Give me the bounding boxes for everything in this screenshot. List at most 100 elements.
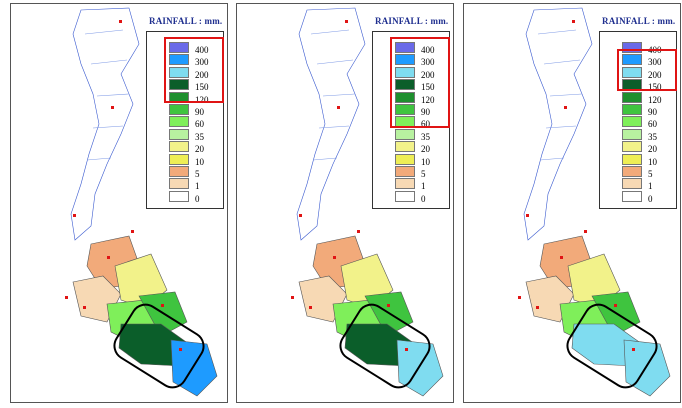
station-marker — [73, 214, 76, 217]
legend-swatch — [622, 42, 642, 53]
legend-row: 120 — [395, 91, 449, 104]
station-marker — [291, 296, 294, 299]
station-marker — [584, 230, 587, 233]
legend-label: 90 — [648, 107, 657, 117]
legend-swatch — [395, 190, 415, 202]
station-marker — [405, 348, 408, 351]
legend-row: 60 — [169, 116, 223, 130]
legend-label: 200 — [421, 69, 435, 80]
legend-swatch — [169, 141, 189, 153]
legend-swatch — [395, 79, 415, 91]
province-boundaries — [310, 29, 356, 161]
legend-row: 90 — [169, 104, 223, 117]
legend-swatch — [395, 66, 415, 78]
legend-swatch — [622, 178, 642, 190]
rainfall-legend: 400 300 200 150 120 90 60 35 20 10 5 1 0 — [599, 31, 677, 209]
legend-label: 200 — [195, 69, 209, 80]
legend-label: 300 — [195, 57, 209, 68]
legend-row: 0 — [622, 190, 676, 204]
station-marker — [107, 256, 110, 259]
legend-swatch — [622, 128, 642, 140]
legend-label: 150 — [195, 82, 209, 93]
legend-label: 200 — [648, 69, 662, 80]
legend-label: 60 — [195, 119, 204, 130]
legend-swatch — [395, 104, 415, 115]
legend-label: 300 — [421, 57, 435, 68]
legend-swatch — [169, 153, 189, 165]
map-drawing — [518, 7, 671, 397]
station-marker — [179, 348, 182, 351]
legend-swatch — [622, 54, 642, 66]
station-marker — [337, 106, 340, 109]
legend-label: 10 — [421, 156, 430, 167]
legend-row: 120 — [622, 91, 676, 104]
station-marker — [560, 256, 563, 259]
map-drawing — [291, 7, 444, 397]
station-marker — [387, 304, 390, 307]
legend-label: 90 — [421, 107, 430, 117]
legend-swatch — [169, 42, 189, 53]
legend-swatch — [395, 91, 415, 103]
station-marker — [526, 214, 529, 217]
legend-row: 400 — [169, 42, 223, 55]
legend-label: 20 — [421, 144, 430, 155]
legend-row: 0 — [169, 190, 223, 203]
station-marker — [83, 306, 86, 309]
legend-title: RAINFALL : mm. — [375, 16, 449, 26]
legend-label: 35 — [648, 131, 657, 142]
legend-label: 35 — [421, 131, 430, 142]
legend-row: 90 — [395, 104, 449, 117]
legend-swatch — [169, 128, 189, 140]
legend-label: 60 — [421, 119, 430, 130]
legend-row: 20 — [395, 141, 449, 155]
legend-label: 0 — [648, 193, 653, 204]
legend-swatch — [169, 79, 189, 91]
legend-row: 20 — [622, 141, 676, 154]
legend-row: 1 — [169, 178, 223, 191]
legend-swatch — [169, 178, 189, 190]
station-marker — [65, 296, 68, 299]
legend-title: RAINFALL : mm. — [602, 16, 676, 26]
legend-label: 400 — [421, 45, 435, 55]
rainfall-map-panel-3: RAINFALL : mm. 400 300 200 150 120 90 60 35 20 10 5… — [463, 3, 681, 403]
legend-row: 10 — [395, 153, 449, 167]
station-marker — [333, 256, 336, 259]
legend-highlight-box — [164, 37, 224, 103]
station-marker — [309, 306, 312, 309]
station-marker — [119, 20, 122, 23]
legend-swatch — [169, 66, 189, 78]
station-marker — [632, 348, 635, 351]
legend-swatch — [395, 178, 415, 190]
station-marker — [111, 106, 114, 109]
legend-label: 0 — [421, 193, 426, 204]
legend-row: 10 — [169, 153, 223, 166]
legend-row: 200 — [169, 66, 223, 80]
legend-row: 150 — [395, 79, 449, 92]
station-marker — [357, 230, 360, 233]
legend-row: 5 — [622, 166, 676, 179]
legend-highlight-box — [617, 49, 677, 91]
legend-swatch — [622, 104, 642, 115]
legend-swatch — [169, 116, 189, 128]
legend-row: 200 — [395, 66, 449, 80]
legend-label: 400 — [195, 45, 209, 55]
legend-swatch — [395, 141, 415, 153]
northern-region-outline — [296, 7, 366, 241]
legend-row: 5 — [395, 166, 449, 179]
legend-row: 35 — [622, 128, 676, 142]
legend-swatch — [622, 153, 642, 165]
legend-swatch — [169, 54, 189, 66]
legend-row: 400 — [395, 42, 449, 55]
station-marker — [299, 214, 302, 217]
legend-row: 300 — [395, 54, 449, 68]
legend-swatch — [169, 190, 189, 202]
legend-row: 35 — [395, 128, 449, 142]
legend-row: 35 — [169, 128, 223, 141]
legend-swatch — [622, 141, 642, 153]
northern-region-outline — [523, 7, 593, 241]
legend-swatch — [622, 190, 642, 202]
legend-row: 90 — [622, 104, 676, 117]
legend-row: 10 — [622, 153, 676, 166]
legend-swatch — [395, 54, 415, 66]
legend-row: 200 — [622, 66, 676, 80]
